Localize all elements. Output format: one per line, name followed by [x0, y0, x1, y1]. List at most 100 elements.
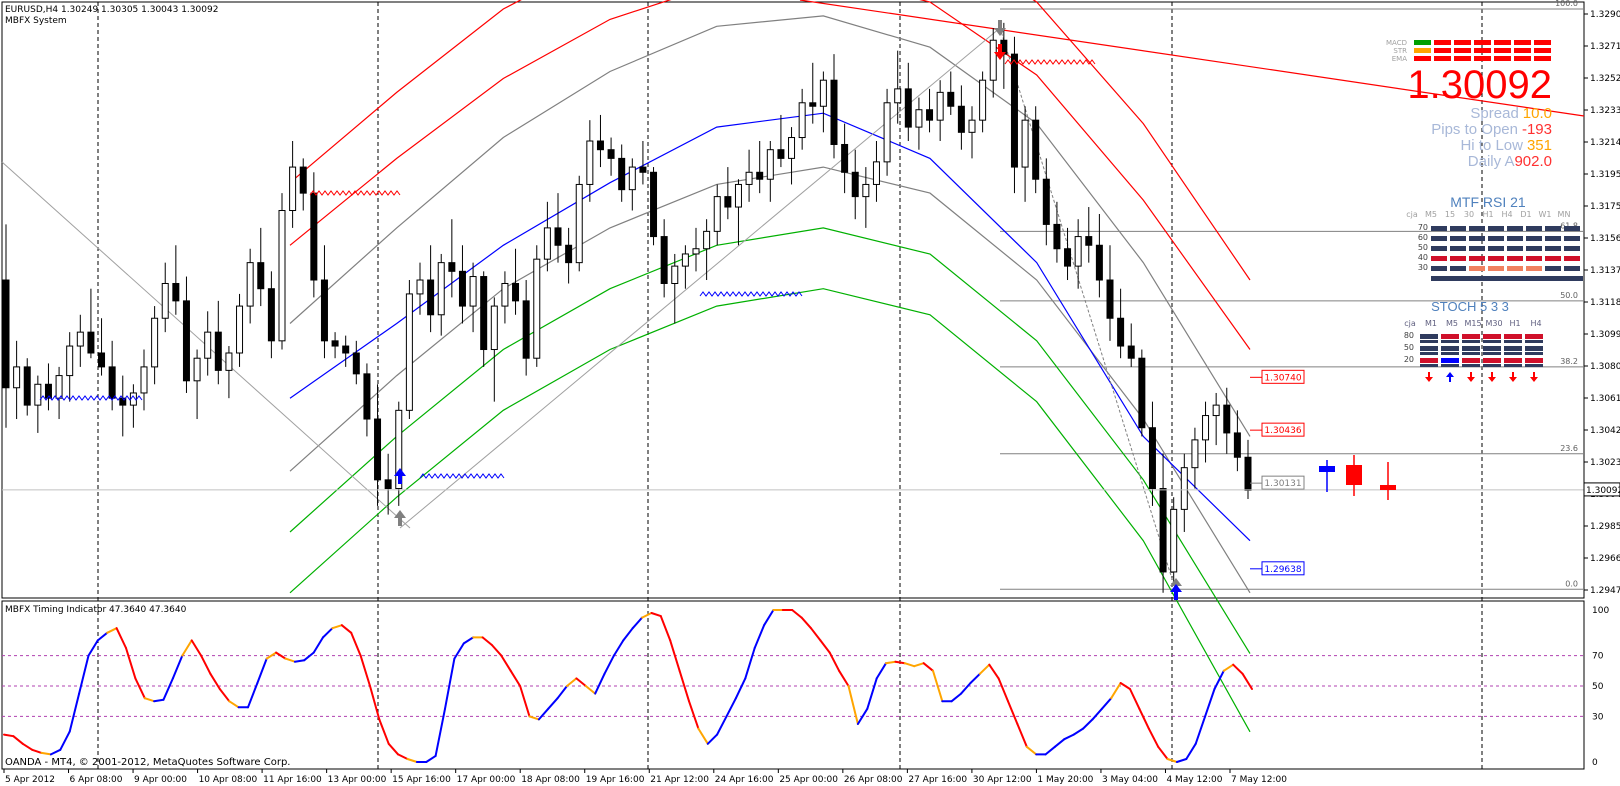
timing-segment: [744, 647, 756, 680]
stoch-cell: [1483, 334, 1501, 339]
rsi-header-label: M5: [1425, 210, 1437, 219]
timing-segment: [706, 733, 719, 745]
stoch-cell: [1525, 352, 1543, 355]
candle: [469, 262, 477, 333]
timing-segment: [819, 639, 831, 654]
candle: [1138, 349, 1146, 437]
candle: [278, 193, 286, 350]
timing-segment: [847, 685, 859, 725]
candle: [1042, 158, 1050, 246]
timing-segment: [256, 657, 268, 684]
mtf-rsi-title: MTF RSI 21: [1450, 194, 1526, 210]
timing-segment: [275, 651, 287, 660]
timing-segment: [462, 636, 475, 645]
candle: [480, 271, 488, 367]
timing-segment: [1110, 682, 1122, 700]
timing-segment: [312, 636, 324, 654]
rsi-cell: [1564, 226, 1580, 231]
candle: [363, 363, 371, 437]
rsi-cell: [1450, 226, 1466, 231]
timing-segment: [556, 685, 568, 700]
candle: [1223, 387, 1231, 454]
rsi-cell: [1564, 236, 1580, 241]
candle: [766, 141, 774, 202]
candle: [979, 71, 987, 133]
candle: [172, 245, 180, 315]
rsi-cell: [1469, 256, 1485, 261]
timing-segment: [603, 654, 615, 675]
candle: [862, 167, 870, 228]
candle: [257, 227, 265, 307]
candle: [926, 88, 934, 133]
stoch-header-label: M30: [1485, 319, 1502, 328]
stoch-header-label: H4: [1530, 319, 1541, 328]
candle: [968, 106, 976, 159]
timing-segment: [716, 715, 728, 736]
rsi-cell: [1431, 226, 1447, 231]
candle: [405, 280, 413, 420]
timing-segment: [59, 730, 71, 751]
price-tick: 1.29850: [1590, 522, 1620, 532]
hi-to-low-line: Hi to Low 351: [1460, 137, 1552, 154]
timing-segment: [78, 654, 90, 695]
timing-tick: 30: [1592, 712, 1604, 722]
candle: [1032, 106, 1040, 194]
stoch-header-label: M5: [1446, 319, 1458, 328]
signal-zigzag: [39, 395, 143, 401]
pips-to-open-line: Pips to Open -193: [1431, 121, 1552, 138]
candle: [1202, 401, 1210, 463]
signal-cell: [1514, 40, 1531, 45]
rsi-level-label: 50: [1418, 243, 1428, 252]
timing-segment: [12, 735, 24, 745]
candle: [512, 248, 520, 315]
candle: [543, 201, 551, 272]
signal-cell: [1474, 56, 1491, 61]
candle: [416, 262, 424, 315]
candle: [236, 293, 244, 367]
stoch-cell: [1420, 334, 1438, 339]
timing-segment: [1044, 745, 1056, 756]
time-tick: 6 Apr 08:00: [70, 775, 123, 785]
candle: [724, 167, 732, 220]
timing-segment: [162, 677, 174, 701]
time-tick: 30 Apr 12:00: [973, 775, 1032, 785]
timing-line: [3, 609, 1253, 763]
time-tick: 25 Apr 00:00: [779, 775, 838, 785]
timing-segment: [1138, 707, 1150, 730]
timing-segment: [106, 627, 118, 634]
rsi-cell: [1526, 226, 1542, 231]
timing-segment: [1232, 663, 1244, 675]
copyright: OANDA - MT4, © 2001-2012, MetaQuotes Sof…: [5, 757, 290, 768]
fib-label: 23.6: [1560, 444, 1578, 453]
candle: [320, 245, 328, 359]
price-tick: 1.30800: [1590, 362, 1620, 372]
price-tick: 1.32900: [1590, 10, 1620, 20]
candle: [756, 141, 764, 194]
candle: [851, 149, 859, 220]
timing-segment: [265, 651, 278, 660]
timing-segment: [1194, 715, 1207, 745]
timing-segment: [68, 692, 81, 733]
stoch-cell: [1462, 334, 1480, 339]
stoch-cell: [1504, 358, 1522, 363]
price-tick: 1.29660: [1590, 554, 1620, 564]
stoch-down-arrow-icon: [1488, 372, 1496, 382]
timing-segment: [153, 698, 165, 703]
timing-segment: [519, 685, 531, 718]
time-tick: 9 Apr 00:00: [134, 775, 187, 785]
stoch-cell: [1483, 358, 1501, 363]
time-tick: 24 Apr 16:00: [715, 775, 774, 785]
stoch-level-label: 20: [1404, 355, 1414, 364]
timing-segment: [659, 615, 672, 642]
timing-segment: [1147, 727, 1160, 748]
candle: [703, 219, 711, 281]
rsi-cell: [1431, 236, 1447, 241]
timing-segment: [1016, 723, 1028, 748]
timing-tick: 70: [1592, 652, 1604, 662]
info-panel: MACD STR EMA 1.30092 Spread 10.0 Pips to …: [1386, 39, 1583, 382]
timing-segment: [350, 631, 362, 657]
timing-segment: [87, 639, 99, 657]
candle: [151, 306, 159, 385]
